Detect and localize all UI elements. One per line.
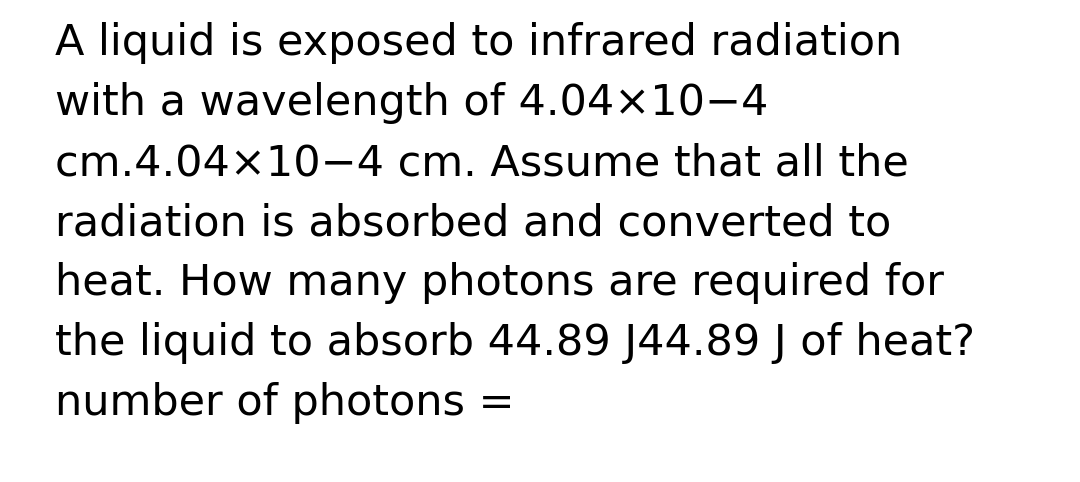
Text: heat. How many photons are required for: heat. How many photons are required for	[55, 262, 944, 304]
Text: with a wavelength of 4.04×10−4: with a wavelength of 4.04×10−4	[55, 82, 768, 124]
Text: cm.4.04×10−4 cm. Assume that all the: cm.4.04×10−4 cm. Assume that all the	[55, 142, 908, 184]
Text: radiation is absorbed and converted to: radiation is absorbed and converted to	[55, 202, 891, 244]
Text: number of photons =: number of photons =	[55, 382, 514, 424]
Text: A liquid is exposed to infrared radiation: A liquid is exposed to infrared radiatio…	[55, 22, 902, 64]
Text: the liquid to absorb 44.89 J44.89 J of heat?: the liquid to absorb 44.89 J44.89 J of h…	[55, 322, 975, 364]
